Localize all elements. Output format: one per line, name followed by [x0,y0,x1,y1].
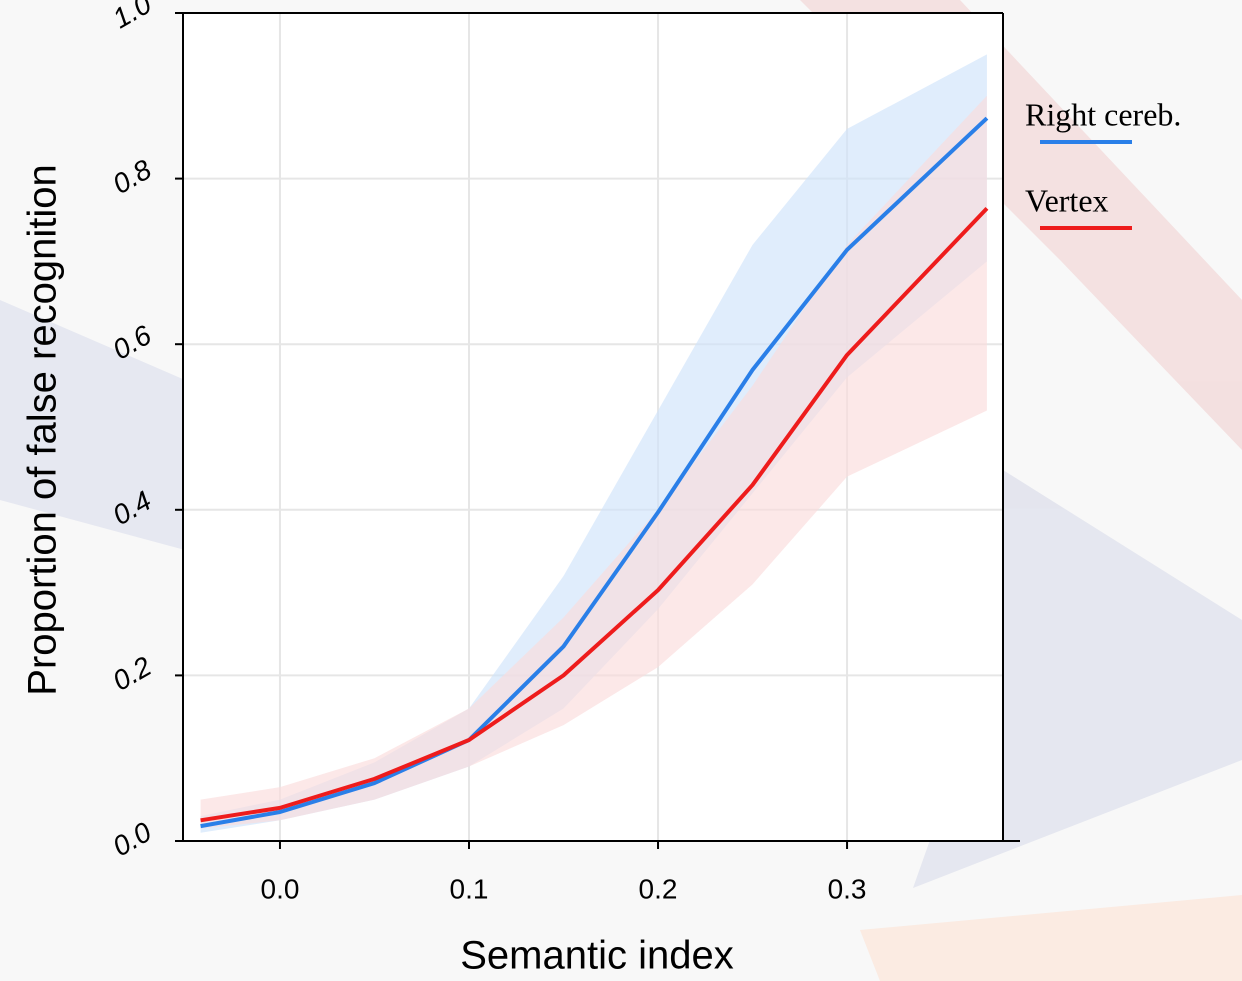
y-tick-label: 1.0 [107,0,157,34]
y-tick-label: 0.0 [107,816,157,863]
legend-label: Right cereb. [1025,96,1181,132]
y-tick-label: 0.2 [107,650,157,697]
x-tick-label: 0.2 [639,873,678,904]
x-tick-label: 0.0 [261,873,300,904]
confidence-band [200,95,987,829]
legend-label: Vertex [1025,182,1109,218]
y-axis-title: Proportion of false recognition [21,164,65,695]
series-line [200,116,989,829]
x-axis-title: Semantic index [460,934,733,978]
y-tick-label: 0.8 [107,153,157,200]
x-tick-label: 0.1 [450,873,489,904]
confidence-band [200,54,987,833]
x-tick-label: 0.3 [828,873,867,904]
series-line [200,207,989,823]
